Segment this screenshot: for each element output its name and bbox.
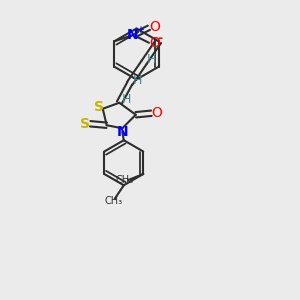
Text: S: S (80, 117, 90, 131)
Text: CH₃: CH₃ (104, 196, 122, 206)
Text: O: O (149, 36, 160, 50)
Text: H: H (133, 74, 142, 87)
Text: O: O (151, 106, 162, 120)
Text: H: H (147, 53, 156, 66)
Text: N: N (127, 28, 138, 42)
Text: N: N (116, 125, 128, 139)
Text: S: S (94, 100, 104, 114)
Text: -: - (158, 32, 163, 45)
Text: O: O (149, 20, 160, 34)
Text: H: H (122, 93, 131, 106)
Text: +: + (136, 25, 144, 35)
Text: CH₃: CH₃ (116, 175, 134, 185)
